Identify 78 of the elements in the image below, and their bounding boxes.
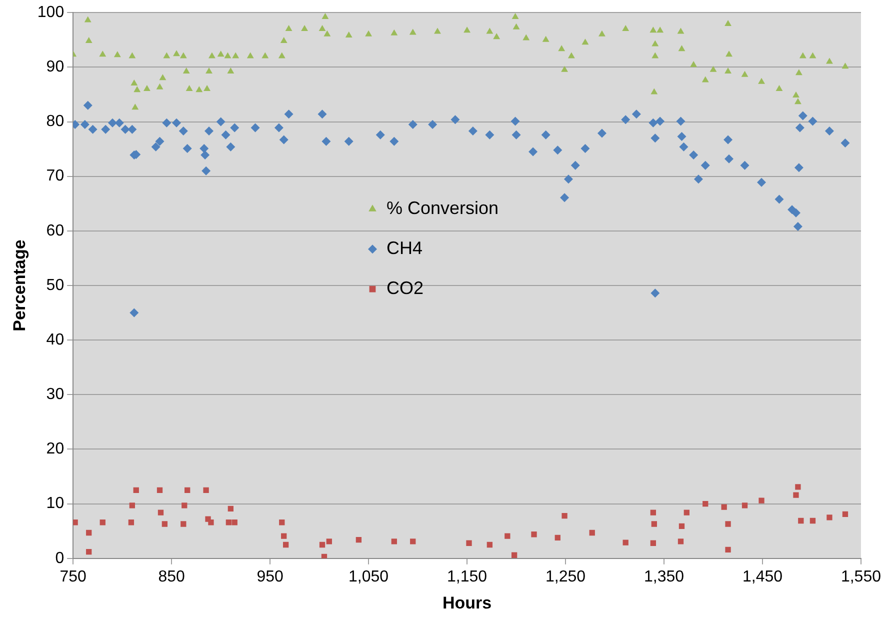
legend-label: CH4: [386, 238, 423, 258]
x-tick-label: 1,050: [348, 568, 389, 586]
x-tick-label: 850: [158, 568, 186, 586]
y-tick-label: 40: [46, 331, 64, 348]
y-tick-label: 30: [46, 386, 64, 404]
point: [182, 502, 188, 508]
point: [486, 542, 493, 548]
point: [725, 546, 731, 552]
point: [554, 534, 560, 540]
point: [128, 520, 134, 526]
point: [228, 506, 234, 512]
x-tick-label: 1,150: [447, 568, 488, 586]
y-tick-label: 70: [46, 168, 64, 185]
point: [162, 521, 168, 527]
point: [158, 510, 164, 516]
point: [326, 538, 332, 544]
point: [356, 537, 362, 543]
point: [100, 520, 106, 526]
point: [758, 498, 764, 504]
x-tick-label: 950: [256, 568, 284, 586]
point: [531, 532, 537, 538]
point: [86, 530, 92, 536]
y-tick-label: 80: [46, 113, 64, 130]
point: [156, 487, 163, 494]
point: [281, 533, 287, 539]
point: [279, 520, 285, 526]
point: [793, 492, 799, 498]
point: [133, 487, 139, 494]
point: [466, 540, 472, 546]
x-tick-label: 1,350: [644, 568, 684, 586]
point: [684, 510, 690, 516]
point: [622, 540, 628, 546]
point: [651, 521, 657, 527]
y-tick-label: 100: [37, 4, 64, 22]
point: [410, 538, 416, 544]
point: [826, 514, 832, 520]
x-axis-title: Hours: [442, 593, 492, 612]
point: [742, 502, 748, 508]
x-tick-label: 1,450: [742, 568, 783, 586]
legend-label: CO2: [386, 278, 424, 298]
point: [589, 530, 595, 536]
x-tick-label: 1,250: [546, 568, 586, 586]
point: [725, 521, 731, 527]
point: [226, 520, 232, 526]
y-axis-title: Percentage: [10, 240, 29, 332]
y-tick-label: 50: [46, 276, 64, 294]
point: [180, 521, 186, 527]
point: [203, 487, 209, 494]
y-tick-label: 60: [46, 222, 64, 240]
point: [184, 487, 190, 494]
point: [650, 510, 656, 516]
x-tick-label: 750: [60, 568, 87, 586]
point: [504, 533, 510, 539]
point: [86, 549, 92, 555]
point: [678, 523, 685, 530]
point: [721, 504, 727, 510]
point: [842, 511, 848, 518]
point: [702, 500, 708, 507]
point: [795, 484, 801, 490]
y-tick-label: 10: [46, 495, 64, 512]
y-tick-label: 90: [46, 58, 64, 76]
point: [391, 538, 397, 544]
point: [282, 542, 289, 548]
y-tick-label: 20: [46, 440, 64, 458]
y-tick-label: 0: [55, 550, 64, 567]
point: [678, 538, 684, 544]
point: [208, 520, 214, 526]
point: [232, 520, 238, 526]
point: [650, 540, 656, 546]
legend-label: % Conversion: [386, 198, 499, 218]
point: [129, 502, 136, 508]
point: [511, 552, 518, 558]
point: [798, 518, 804, 524]
x-tick-label: 1,550: [840, 568, 882, 586]
point: [73, 520, 78, 526]
point: [562, 513, 568, 519]
point: [810, 518, 816, 524]
point: [319, 542, 326, 548]
